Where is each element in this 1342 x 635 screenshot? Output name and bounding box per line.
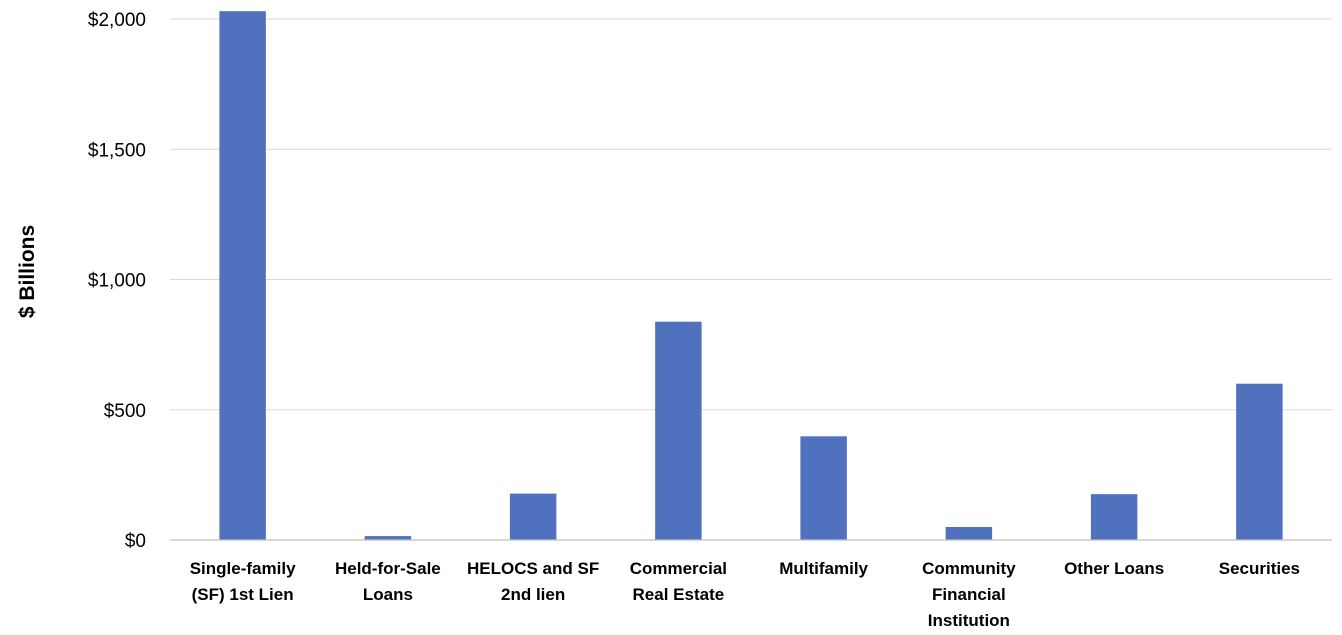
x-category-label: Held-for-Sale Loans <box>335 559 441 604</box>
x-category-label: Other Loans <box>1064 559 1164 578</box>
x-category-label-line: 2nd lien <box>501 585 565 604</box>
x-category-label: Single-family (SF) 1st Lien <box>190 559 296 604</box>
x-category-label-line: HELOCS and SF <box>467 559 599 578</box>
bar <box>364 536 412 540</box>
x-category-label: Multifamily <box>779 559 868 578</box>
bars <box>219 11 1283 541</box>
bar <box>800 436 847 540</box>
x-category-label-line: Multifamily <box>779 559 868 578</box>
x-category-label-line: Institution <box>928 611 1010 630</box>
x-category-label-line: Community <box>922 559 1016 578</box>
x-category-label-line: Securities <box>1219 559 1300 578</box>
y-tick-label: $2,000 <box>88 10 146 31</box>
x-category-label-line: Commercial <box>630 559 727 578</box>
x-category-label-line: Other Loans <box>1064 559 1164 578</box>
x-category-label-line: Single-family <box>190 559 296 578</box>
y-axis-title: $ Billions <box>16 225 39 318</box>
x-category-label-line: Loans <box>363 585 413 604</box>
x-category-label-line: Financial <box>932 585 1006 604</box>
x-category-label-line: Real Estate <box>633 585 725 604</box>
bar <box>509 493 557 540</box>
bar <box>1236 383 1283 540</box>
gridlines <box>170 18 1332 411</box>
y-tick-label: $500 <box>104 401 146 422</box>
x-category-label: Commercial Real Estate <box>630 559 727 604</box>
x-axis-category-labels: Single-family (SF) 1st Lien Held-for-Sale L… <box>190 559 1300 630</box>
y-tick-label: $1,500 <box>88 140 146 161</box>
bar <box>655 321 702 540</box>
x-category-label-line: Held-for-Sale <box>335 559 441 578</box>
y-tick-label: $1,000 <box>88 271 146 292</box>
bar <box>219 11 266 541</box>
bar <box>945 526 993 540</box>
y-axis-tick-labels: $0 $500 $1,000 $1,500 $2,000 <box>88 10 146 552</box>
y-tick-label: $0 <box>125 531 146 552</box>
x-category-label: Securities <box>1219 559 1300 578</box>
x-category-label: HELOCS and SF 2nd lien <box>467 559 599 604</box>
x-category-label: Community Financial Institution <box>922 559 1016 630</box>
x-category-label-line: (SF) 1st Lien <box>192 585 294 604</box>
bar <box>1090 494 1138 540</box>
